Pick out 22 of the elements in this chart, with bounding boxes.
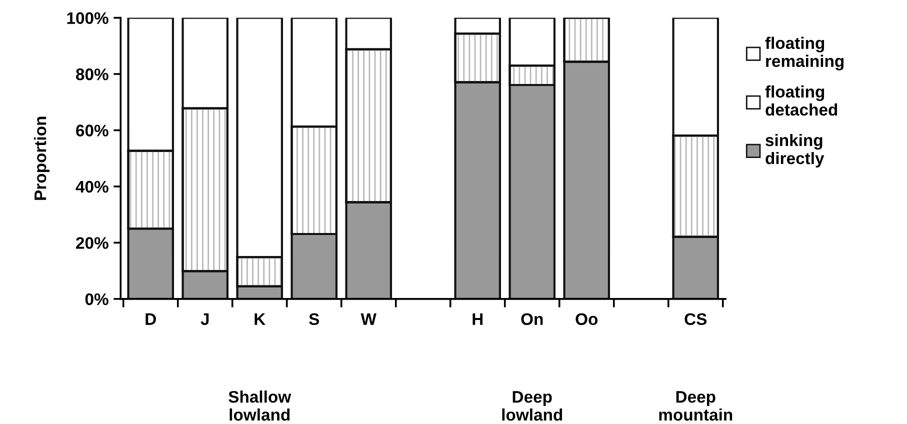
y-axis-title: Proportion — [34, 116, 50, 200]
x-tick-label: CS — [684, 313, 707, 326]
x-tick-label: Oo — [576, 313, 598, 326]
y-tick-label: 20% — [76, 237, 108, 249]
y-tick-label: 100% — [67, 12, 108, 24]
legend-label: sinking directly — [766, 134, 824, 168]
x-tick-label: J — [200, 313, 209, 326]
x-tick-label: S — [309, 313, 320, 326]
y-tick-label: 0% — [85, 293, 108, 306]
y-tick-label: 80% — [76, 68, 108, 80]
y-tick-label: 40% — [76, 180, 108, 193]
text: Shallow lowland — [228, 390, 292, 421]
legend-label: floating remaining — [765, 36, 844, 70]
x-tick-label: K — [254, 313, 266, 325]
x-tick-label: On — [521, 313, 543, 326]
x-tick-label: D — [146, 313, 156, 325]
x-tick-label: W — [360, 313, 376, 325]
x-tick-label: H — [472, 313, 483, 325]
legend-label: floating detached — [765, 85, 838, 116]
text: Deep lowland — [502, 391, 562, 421]
text: Deep mountain — [659, 391, 732, 421]
y-tick-label: 60% — [76, 124, 108, 136]
